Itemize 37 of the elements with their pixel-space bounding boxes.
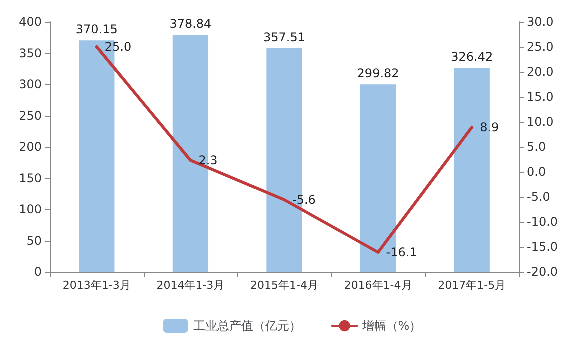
legend-label: 工业总产值（亿元） <box>193 319 302 333</box>
y2-tick-label: 0.0 <box>527 165 546 179</box>
y-tick-label: 250 <box>19 108 42 123</box>
data-label: 2.3 <box>198 154 218 168</box>
y-tick-label: 350 <box>19 46 42 60</box>
legend-label: 增幅（%） <box>361 319 422 333</box>
y2-tick-label: -20.0 <box>527 265 558 279</box>
y2-tick-label: 10.0 <box>527 115 554 129</box>
x-tick-label: 2017年1-5月 <box>438 279 506 292</box>
y2-tick-label: -15.0 <box>527 240 558 254</box>
data-label: 326.42 <box>451 50 494 64</box>
data-label: 370.15 <box>76 22 118 37</box>
y2-tick-label: 5.0 <box>527 140 546 154</box>
y-tick-label: 400 <box>19 15 42 29</box>
y2-tick-label: 25.0 <box>527 40 554 54</box>
y2-tick-label: 15.0 <box>527 90 554 104</box>
data-label: -5.6 <box>292 193 316 207</box>
x-tick-label: 2016年1-4月 <box>344 279 412 292</box>
y2-tick-label: -10.0 <box>527 215 558 229</box>
y-tick-label: 200 <box>19 140 42 154</box>
y2-tick-label: 30.0 <box>527 15 554 29</box>
data-label: 8.9 <box>480 120 500 134</box>
y-tick-label: 300 <box>19 78 42 92</box>
data-label: 357.51 <box>264 30 306 45</box>
y-tick-label: 100 <box>19 202 42 216</box>
data-label: 25.0 <box>104 40 132 54</box>
x-tick-label: 2013年1-3月 <box>62 279 131 292</box>
data-label: 378.84 <box>170 17 212 32</box>
data-label: 299.82 <box>357 66 400 81</box>
x-tick-label: 2015年1-4月 <box>250 279 318 292</box>
y-tick-label: 50 <box>26 234 42 248</box>
y-tick-label: 150 <box>19 171 42 186</box>
x-tick-label: 2014年1-3月 <box>156 279 225 292</box>
data-label: -16.1 <box>386 246 418 260</box>
y2-tick-label: -5.0 <box>527 190 550 204</box>
y2-tick-label: 20.0 <box>527 65 554 79</box>
y-tick-label: 0 <box>34 265 42 279</box>
